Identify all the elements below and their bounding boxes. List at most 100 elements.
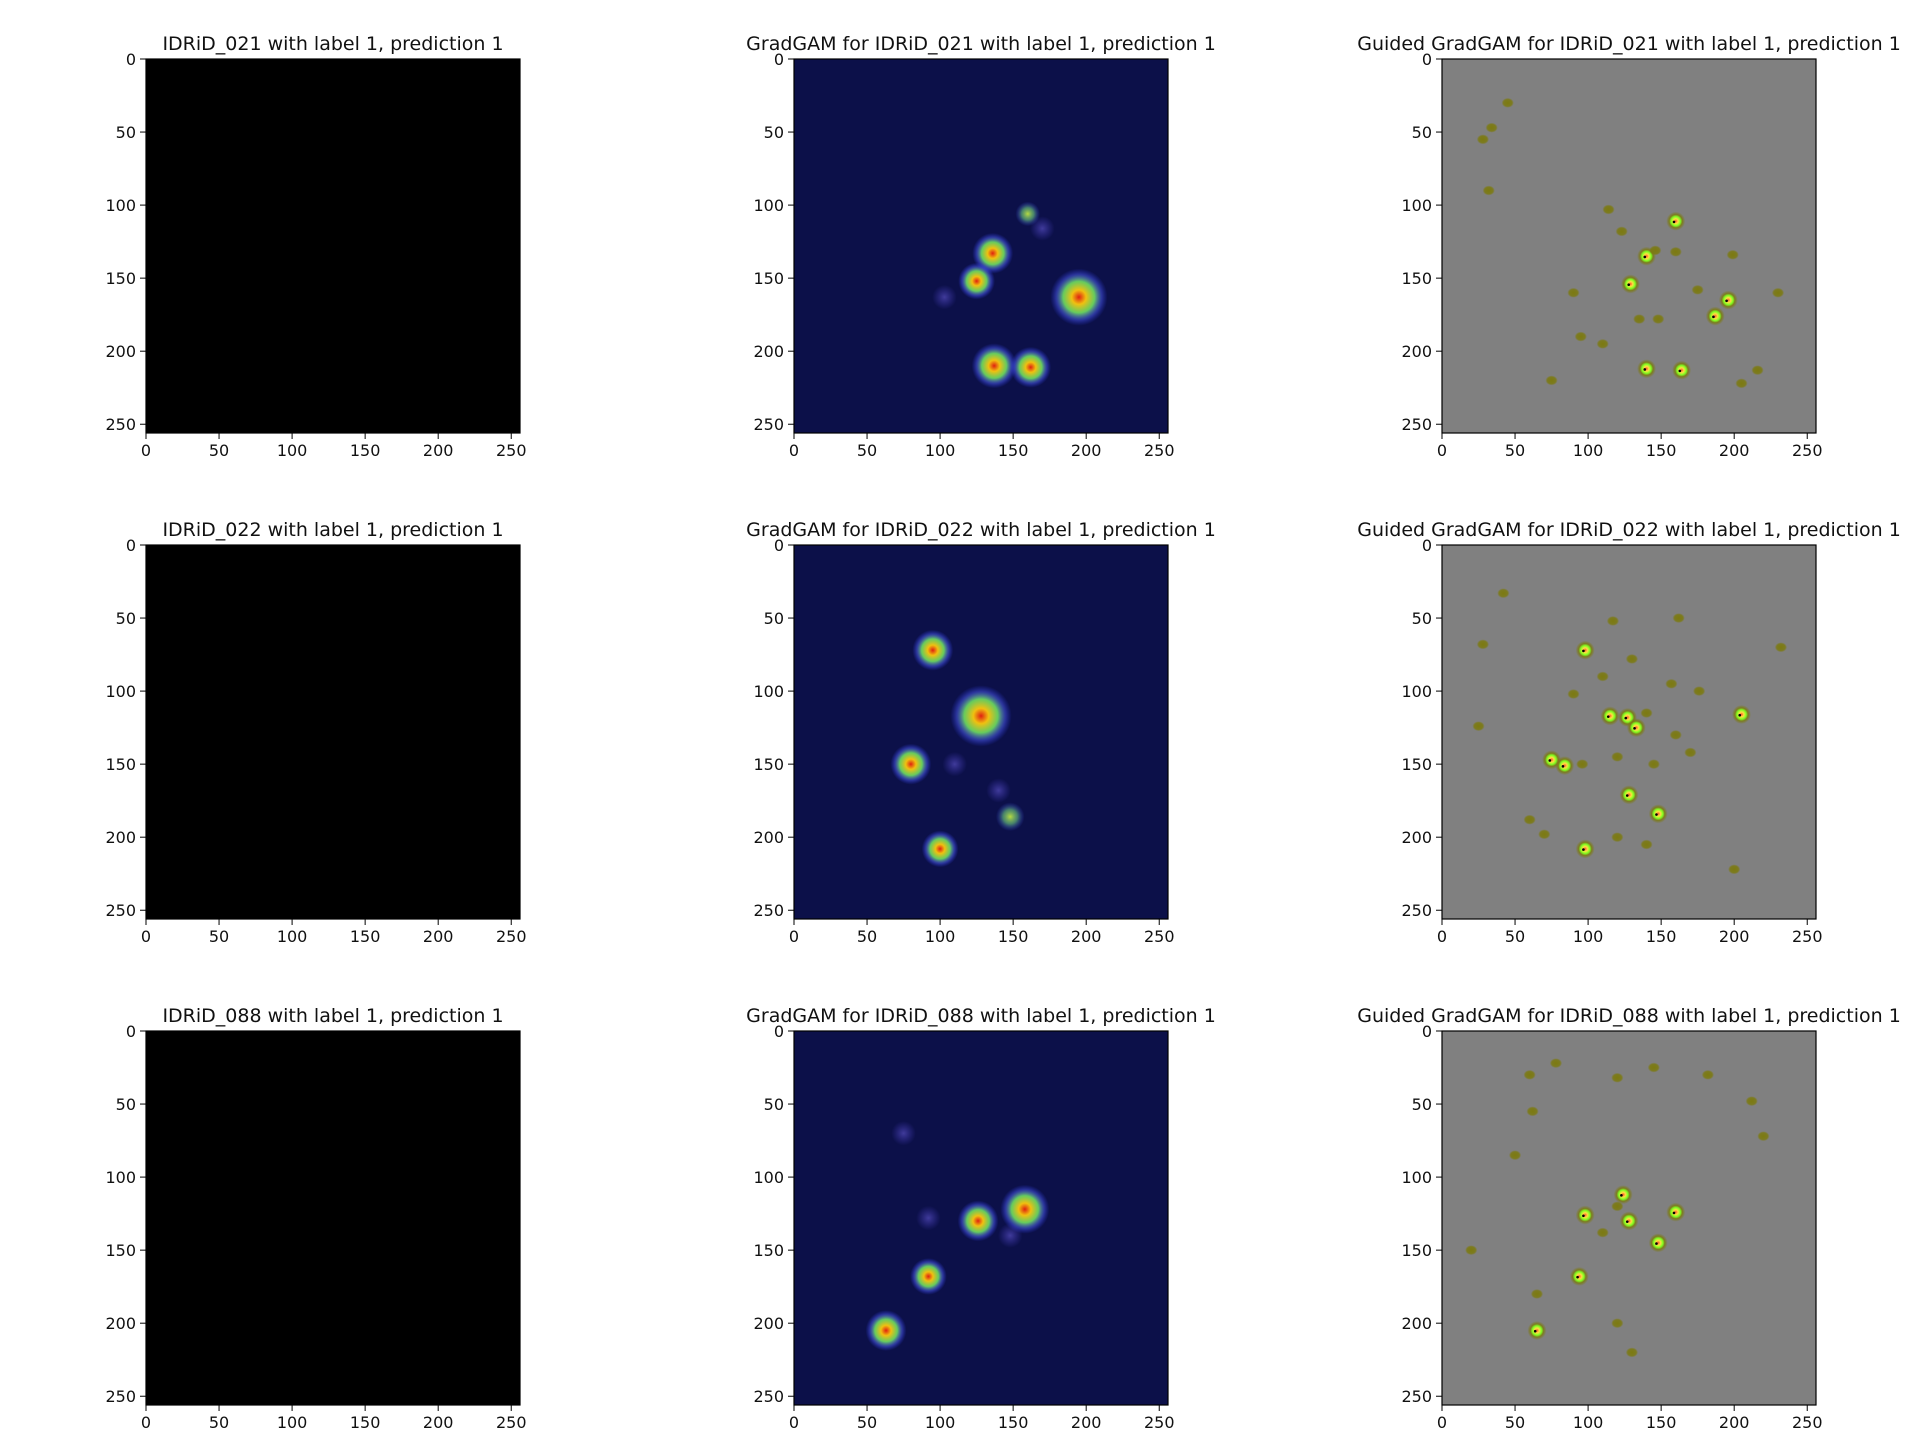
axes-frame — [145, 1030, 521, 1406]
y-tick-label: 0 — [774, 1022, 784, 1041]
x-tick-label: 150 — [998, 441, 1029, 460]
x-tick-label: 50 — [209, 927, 229, 946]
y-tick-label: 50 — [764, 609, 784, 628]
heatmap-hotspot — [1010, 346, 1052, 388]
y-tick-label: 100 — [753, 682, 784, 701]
x-tick-label: 200 — [1071, 927, 1102, 946]
heatmap-hotspot — [986, 778, 1011, 803]
x-tick-label: 250 — [1144, 441, 1175, 460]
x-tick-label: 200 — [1719, 1413, 1750, 1432]
x-tick-label: 250 — [1792, 927, 1823, 946]
y-tick-label: 0 — [1422, 536, 1432, 555]
x-tick-label: 150 — [350, 1413, 381, 1432]
guided-activation — [1751, 365, 1764, 376]
heatmap-hotspot — [890, 743, 932, 785]
heatmap-hotspot — [997, 1223, 1023, 1248]
x-tick-label: 250 — [1144, 1413, 1175, 1432]
axes-frame — [145, 58, 521, 434]
y-tick-label: 0 — [1422, 50, 1432, 69]
guided-activation — [1508, 1150, 1522, 1161]
y-tick-label: 200 — [753, 342, 784, 361]
panel-image — [794, 59, 1168, 433]
x-tick-label: 50 — [209, 1413, 229, 1432]
guided-activation — [1523, 814, 1536, 825]
x-tick-label: 250 — [1144, 927, 1175, 946]
guided-activation — [1485, 122, 1498, 133]
panel-guided-1: Guided GradGAM for IDRiD_021 with label … — [1357, 33, 1901, 460]
guided-activation — [1623, 277, 1638, 291]
x-tick-label: 50 — [1505, 1413, 1525, 1432]
guided-activation — [1596, 338, 1609, 349]
x-tick-label: 50 — [1505, 441, 1525, 460]
guided-activation — [1647, 1062, 1660, 1073]
x-tick-label: 50 — [857, 441, 877, 460]
x-tick-label: 50 — [857, 927, 877, 946]
y-tick-label: 250 — [753, 901, 784, 920]
guided-activation — [1625, 653, 1639, 664]
x-tick-label: 0 — [1437, 1413, 1447, 1432]
x-tick-label: 0 — [789, 441, 799, 460]
heatmap-hotspot — [971, 343, 1017, 389]
guided-activation — [1640, 839, 1653, 850]
panel-title: GradGAM for IDRiD_022 with label 1, pred… — [746, 519, 1216, 541]
guided-activation — [1692, 686, 1706, 697]
guided-activation — [1675, 363, 1689, 377]
x-tick-label: 200 — [423, 1413, 454, 1432]
guided-activation — [1572, 1269, 1586, 1284]
guided-activation — [1603, 709, 1617, 723]
heatmap-hotspot — [972, 232, 1014, 274]
x-tick-label: 0 — [789, 1413, 799, 1432]
guided-activation — [1545, 375, 1558, 386]
panel-title: GradGAM for IDRiD_088 with label 1, pred… — [746, 1005, 1216, 1027]
axes-frame — [1441, 544, 1817, 920]
y-tick-label: 250 — [105, 1387, 136, 1406]
panel-gradcam-3: GradGAM for IDRiD_088 with label 1, pred… — [746, 1005, 1216, 1432]
y-tick-label: 250 — [1401, 901, 1432, 920]
panel-guided-3: Guided GradGAM for IDRiD_088 with label … — [1357, 1005, 1901, 1432]
guided-activation — [1606, 616, 1620, 626]
guided-activation — [1771, 287, 1785, 298]
x-tick-label: 200 — [1071, 441, 1102, 460]
guided-activation — [1622, 1214, 1636, 1228]
y-tick-label: 50 — [1412, 609, 1432, 628]
guided-activation — [1616, 1188, 1630, 1202]
guided-activation — [1728, 864, 1741, 875]
x-tick-label: 0 — [141, 927, 151, 946]
y-tick-label: 150 — [753, 269, 784, 288]
panel-title: Guided GradGAM for IDRiD_022 with label … — [1357, 519, 1901, 541]
y-tick-label: 250 — [753, 415, 784, 434]
x-tick-label: 0 — [789, 927, 799, 946]
guided-activation — [1774, 642, 1788, 653]
panel-guided-2: Guided GradGAM for IDRiD_022 with label … — [1357, 519, 1901, 946]
y-tick-label: 200 — [1401, 1314, 1432, 1333]
y-tick-label: 50 — [116, 609, 136, 628]
heatmap-hotspot — [891, 1120, 916, 1146]
panel-fundus-1: IDRiD_021 with label 1, prediction 1 0 50 1… — [105, 33, 526, 460]
axes-frame — [145, 544, 521, 920]
heatmap-hotspot — [909, 1258, 947, 1295]
guided-activation — [1567, 287, 1580, 298]
panel-fundus-3: IDRiD_088 with label 1, prediction 1 0 50 1… — [105, 1005, 526, 1432]
x-tick-label: 150 — [350, 927, 381, 946]
y-tick-label: 0 — [774, 50, 784, 69]
heatmap-hotspot — [1050, 268, 1108, 326]
x-tick-label: 100 — [277, 441, 308, 460]
y-tick-label: 250 — [1401, 1387, 1432, 1406]
x-tick-label: 0 — [141, 1413, 151, 1432]
y-tick-label: 0 — [774, 536, 784, 555]
y-tick-label: 50 — [116, 1095, 136, 1114]
panel-gradcam-1: GradGAM for IDRiD_021 with label 1, pred… — [746, 33, 1216, 460]
panel-image — [146, 59, 520, 433]
y-tick-label: 100 — [753, 196, 784, 215]
x-tick-label: 50 — [857, 1413, 877, 1432]
y-tick-label: 200 — [105, 1314, 136, 1333]
guided-activation — [1640, 708, 1653, 718]
guided-activation — [1530, 1323, 1544, 1338]
guided-activation — [1567, 689, 1580, 699]
panel-title: Guided GradGAM for IDRiD_021 with label … — [1357, 33, 1901, 55]
y-tick-label: 100 — [105, 1168, 136, 1187]
y-tick-label: 50 — [764, 123, 784, 142]
y-tick-label: 150 — [1401, 755, 1432, 774]
guided-activation — [1538, 829, 1551, 840]
heatmap-hotspot — [950, 685, 1012, 747]
